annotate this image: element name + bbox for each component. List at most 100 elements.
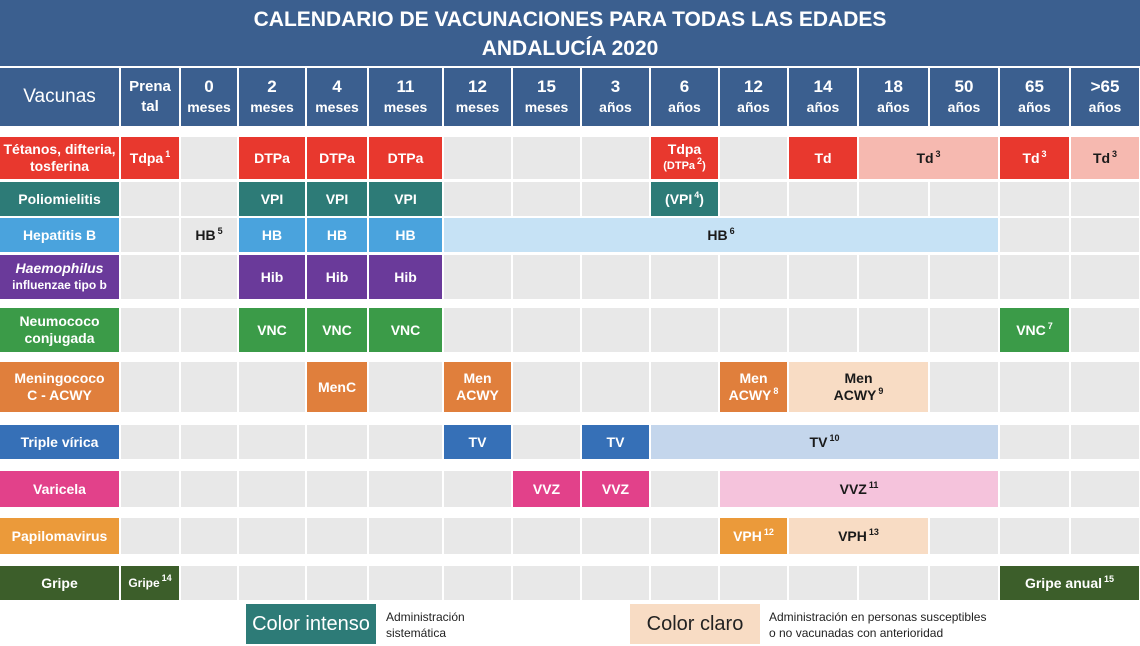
page-title: CALENDARIO DE VACUNACIONES PARA TODAS LA… xyxy=(0,0,1140,66)
header-column-bottom: años xyxy=(1018,99,1051,115)
vaccine-cell: TV xyxy=(582,425,649,459)
empty-cell xyxy=(930,182,998,216)
empty-cell xyxy=(121,255,179,299)
vaccine-cell-line: Gripe anual 15 xyxy=(1024,573,1115,592)
empty-cell xyxy=(720,566,787,600)
vaccine-name: VNC xyxy=(390,321,421,338)
empty-cell xyxy=(859,566,928,600)
vaccine-cell-line: VNC xyxy=(391,322,421,339)
vaccine-name-end: ) xyxy=(699,190,704,207)
empty-cell xyxy=(1000,518,1069,554)
header-column-top: Prena xyxy=(129,78,171,95)
footnote-ref: 13 xyxy=(868,526,879,537)
header-column: 15 meses xyxy=(513,68,580,126)
vaccine-cell-line: HB 6 xyxy=(707,226,734,244)
row-label: Gripe xyxy=(0,566,119,600)
empty-cell xyxy=(181,425,237,459)
row-label-line: Neumococo xyxy=(19,313,100,329)
empty-cell xyxy=(121,518,179,554)
row-label: Poliomielitis xyxy=(0,182,119,216)
vaccine-cell: Td xyxy=(789,137,857,179)
vaccine-cell-line: Hib xyxy=(394,269,417,286)
footnote-ref: 1 xyxy=(165,148,171,159)
empty-cell xyxy=(369,471,442,507)
empty-cell xyxy=(181,137,237,179)
vaccine-cell: VPI xyxy=(369,182,442,216)
vaccine-cell-line: VVZ xyxy=(602,481,629,498)
empty-cell xyxy=(239,471,305,507)
empty-cell xyxy=(513,566,580,600)
empty-cell xyxy=(181,308,237,352)
header-column-bottom: meses xyxy=(455,99,500,115)
vaccine-cell-line: Td 3 xyxy=(1022,149,1046,167)
footnote-ref: 5 xyxy=(217,225,223,236)
footnote-ref: 3 xyxy=(1112,148,1118,159)
empty-cell xyxy=(181,518,237,554)
empty-cell xyxy=(181,255,237,299)
header-column-bottom: años xyxy=(1088,99,1122,115)
empty-cell xyxy=(789,308,857,352)
vaccine-cell-line: HB xyxy=(327,227,347,244)
empty-cell xyxy=(239,362,305,412)
vaccine-cell-line: TV xyxy=(469,434,487,451)
vaccine-name: HB xyxy=(326,226,348,243)
row-label-line: Meningococo xyxy=(14,370,105,386)
empty-cell xyxy=(1071,218,1139,252)
empty-cell xyxy=(239,425,305,459)
footnote-ref: 11 xyxy=(868,479,879,490)
empty-cell xyxy=(121,362,179,412)
empty-cell xyxy=(930,518,998,554)
empty-cell xyxy=(930,255,998,299)
empty-cell xyxy=(307,471,367,507)
empty-cell xyxy=(582,518,649,554)
vaccine-name: Men xyxy=(739,370,768,386)
row-label: Varicela xyxy=(0,471,119,507)
header-column-bottom: tal xyxy=(141,98,159,115)
header-column: 50 años xyxy=(930,68,998,126)
empty-cell xyxy=(720,255,787,299)
row-label-line: tosferina xyxy=(29,158,90,174)
empty-cell xyxy=(1000,218,1069,252)
vaccine-name: DTPa xyxy=(387,149,424,166)
vaccine-cell: VNC xyxy=(369,308,442,352)
vaccine-cell: TV xyxy=(444,425,511,459)
vaccine-cell: (VPI 4) xyxy=(651,182,718,216)
vaccine-name: HB xyxy=(707,226,728,243)
footnote-ref: 15 xyxy=(1104,573,1115,584)
empty-cell xyxy=(444,471,511,507)
empty-cell xyxy=(307,425,367,459)
footnote-ref: 14 xyxy=(161,573,172,584)
legend-light-description: Administración en personas susceptibles … xyxy=(769,610,987,640)
header-column-top: 11 xyxy=(396,77,415,96)
header-column-bottom: meses xyxy=(383,99,428,115)
empty-cell xyxy=(859,308,928,352)
vaccine-name: Td xyxy=(814,149,832,166)
row-label-line: C - ACWY xyxy=(27,387,92,403)
empty-cell xyxy=(444,137,511,179)
vaccine-cell-line: ACWY 8 xyxy=(729,387,779,404)
vaccine-name: VVZ xyxy=(532,480,561,497)
empty-cell xyxy=(582,362,649,412)
row-label-line: Tétanos, difteria, xyxy=(3,141,116,157)
vaccine-sub: (DTPa xyxy=(663,160,696,172)
row-label-line: influenzae tipo b xyxy=(12,278,107,292)
empty-cell xyxy=(859,182,928,216)
vaccine-cell: Gripe anual 15 xyxy=(1000,566,1139,600)
vaccine-name-line2: ACWY xyxy=(833,387,877,403)
vaccine-name: Gripe xyxy=(128,576,160,590)
empty-cell xyxy=(720,182,787,216)
empty-cell xyxy=(369,425,442,459)
vaccine-cell: VPI xyxy=(307,182,367,216)
header-column: Prena tal xyxy=(121,68,179,126)
vaccine-name: Gripe anual xyxy=(1024,574,1102,591)
vaccine-cell-line: VPI xyxy=(261,191,284,208)
vaccine-name: HB xyxy=(395,226,416,243)
empty-cell xyxy=(444,566,511,600)
empty-cell xyxy=(1071,308,1139,352)
vaccine-name: HB xyxy=(195,226,216,243)
empty-cell xyxy=(444,182,511,216)
legend-intense-description: Administración sistemática xyxy=(386,610,465,640)
vaccine-cell: Td 3 xyxy=(1000,137,1069,179)
vaccine-name: VPI xyxy=(325,190,349,207)
header-column-top: 0 xyxy=(204,77,214,96)
